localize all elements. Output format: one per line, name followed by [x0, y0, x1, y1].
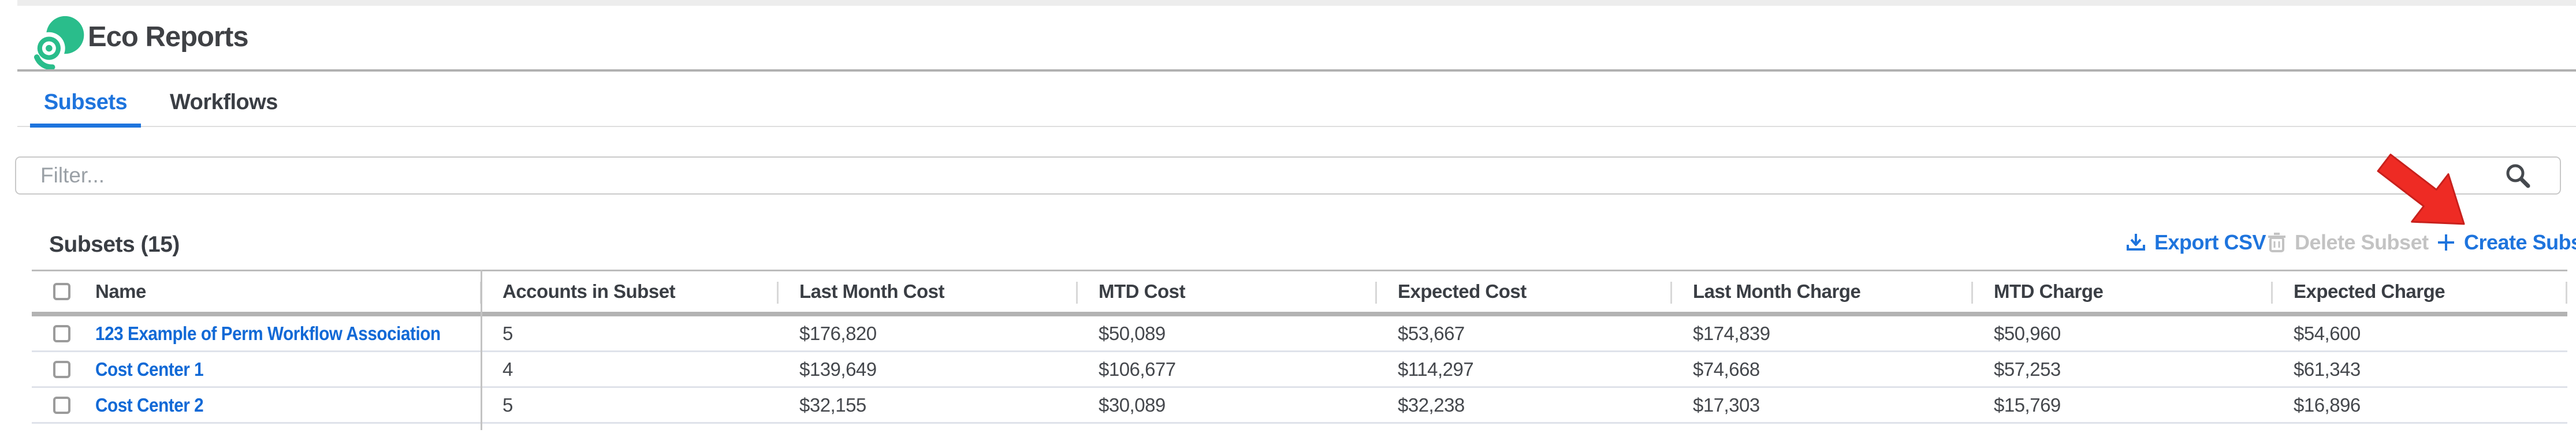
- column-header-label: Name: [95, 281, 146, 302]
- title-divider: [17, 69, 2576, 72]
- mtd-cost-cell: $106,677: [1099, 358, 1176, 380]
- export-csv-button[interactable]: Export CSV: [2125, 230, 2266, 255]
- tab-workflows[interactable]: Workflows: [170, 90, 278, 114]
- expected-cost-cell: $32,238: [1398, 394, 1465, 416]
- header-cell-expected-cost: Expected Cost: [1375, 271, 1671, 312]
- accounts-cell: 4: [502, 358, 513, 380]
- search-icon[interactable]: [2504, 162, 2531, 189]
- table-row: Cost Center 1 4 $139,649 $106,677 $114,2…: [32, 352, 2567, 388]
- download-icon: [2127, 234, 2145, 251]
- header-cell-mtd-charge: MTD Charge: [1971, 271, 2272, 312]
- delete-subset-label: Delete Subset: [2295, 230, 2429, 254]
- subset-name-link[interactable]: Cost Center 1: [95, 358, 204, 380]
- row-checkbox[interactable]: [53, 396, 70, 414]
- header-cell-expected-charge: Expected Charge: [2271, 271, 2567, 312]
- header-cell-name: Name: [32, 271, 481, 312]
- top-strip: [17, 0, 2576, 6]
- header-cell-last-month-cost: Last Month Cost: [777, 271, 1077, 312]
- eco-logo-icon: [33, 16, 84, 70]
- create-subset-button[interactable]: Create Subset: [2436, 230, 2576, 255]
- header-cell-mtd-cost: MTD Cost: [1076, 271, 1376, 312]
- mtd-charge-cell: $50,960: [1994, 322, 2061, 344]
- subset-name-link[interactable]: 123 Example of Perm Workflow Association: [95, 322, 441, 344]
- expected-charge-cell: $61,343: [2294, 358, 2361, 380]
- last-month-charge-cell: $174,839: [1693, 322, 1770, 344]
- last-month-cost-cell: $139,649: [799, 358, 877, 380]
- page-title: Eco Reports: [88, 21, 249, 53]
- last-month-charge-cell: $17,303: [1693, 394, 1760, 416]
- header-cell-accounts: Accounts in Subset: [480, 271, 777, 312]
- tab-subsets[interactable]: Subsets: [43, 90, 128, 114]
- last-month-charge-cell: $74,668: [1693, 358, 1760, 380]
- accounts-cell: 5: [502, 394, 513, 416]
- mtd-charge-cell: $15,769: [1994, 394, 2061, 416]
- select-all-checkbox[interactable]: [53, 283, 70, 300]
- expected-charge-cell: $54,600: [2294, 322, 2361, 344]
- plus-icon: [2438, 234, 2454, 251]
- mtd-cost-cell: $30,089: [1099, 394, 1166, 416]
- subsets-table: Name Accounts in Subset Last Month Cost …: [32, 270, 2567, 424]
- name-cell: Cost Center 2: [32, 388, 481, 422]
- table-header-row: Name Accounts in Subset Last Month Cost …: [32, 271, 2567, 316]
- mtd-charge-cell: $57,253: [1994, 358, 2061, 380]
- subsets-count-heading: Subsets (15): [49, 232, 180, 257]
- row-checkbox[interactable]: [53, 324, 70, 342]
- expected-cost-cell: $53,667: [1398, 322, 1465, 344]
- export-csv-label: Export CSV: [2154, 230, 2266, 254]
- table-row: Cost Center 2 5 $32,155 $30,089 $32,238 …: [32, 388, 2567, 424]
- accounts-cell: 5: [502, 322, 513, 344]
- expected-cost-cell: $114,297: [1398, 358, 1474, 380]
- last-month-cost-cell: $32,155: [799, 394, 866, 416]
- name-cell: 123 Example of Perm Workflow Association: [32, 316, 481, 350]
- name-cell: Cost Center 1: [32, 352, 481, 386]
- active-tab-underline: [30, 124, 141, 128]
- table-row: 123 Example of Perm Workflow Association…: [32, 316, 2567, 352]
- name-column-divider: [481, 270, 482, 430]
- expected-charge-cell: $16,896: [2294, 394, 2361, 416]
- filter-input[interactable]: [15, 156, 2561, 195]
- trash-icon: [2268, 233, 2285, 252]
- tabs-border: [17, 126, 2576, 127]
- header-cell-last-month-charge: Last Month Charge: [1670, 271, 1972, 312]
- filter-container: [15, 156, 2561, 195]
- last-month-cost-cell: $176,820: [799, 322, 877, 344]
- create-subset-label: Create Subset: [2464, 230, 2576, 254]
- mtd-cost-cell: $50,089: [1099, 322, 1166, 344]
- delete-subset-button[interactable]: Delete Subset: [2267, 230, 2429, 255]
- row-checkbox[interactable]: [53, 360, 70, 378]
- subset-name-link[interactable]: Cost Center 2: [95, 394, 204, 416]
